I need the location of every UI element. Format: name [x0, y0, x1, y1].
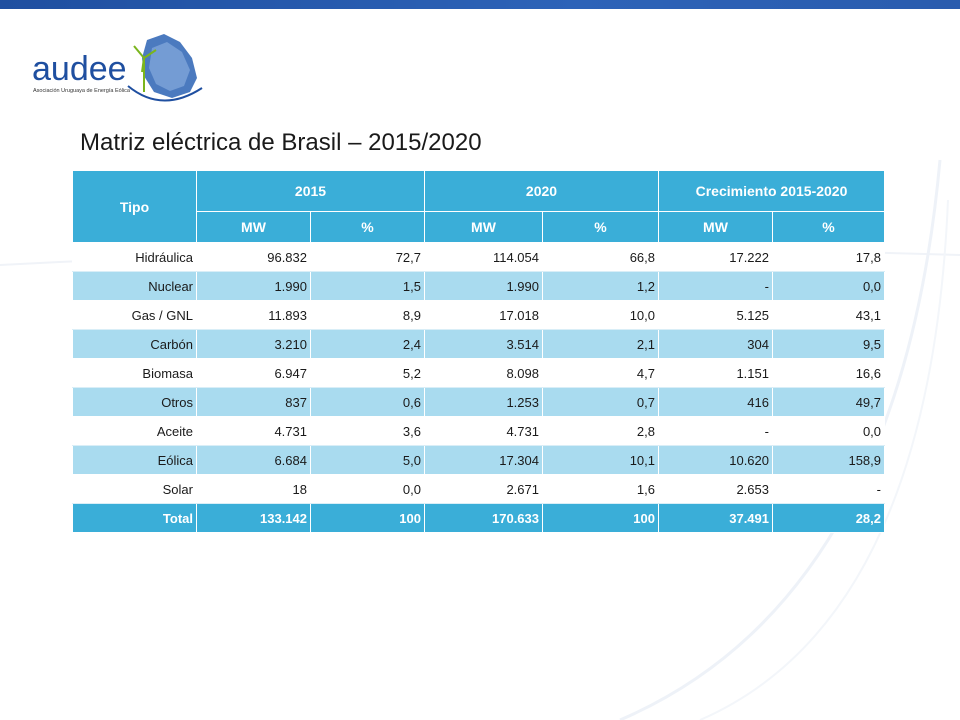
- cell-value: 170.633: [424, 503, 543, 533]
- cell-value: 0,7: [542, 387, 659, 417]
- cell-value: 416: [658, 387, 773, 417]
- subheader-mw: MW: [196, 211, 311, 243]
- cell-value: 6.947: [196, 358, 311, 388]
- table-row: Otros 837 0,6 1.253 0,7 416 49,7: [72, 387, 886, 417]
- cell-value: 5,2: [310, 358, 425, 388]
- cell-value: 4.731: [424, 416, 543, 446]
- header-crecimiento: Crecimiento 2015-2020: [657, 170, 886, 212]
- cell-value: 4,7: [542, 358, 659, 388]
- cell-value: 3.514: [424, 329, 543, 359]
- cell-value: 4.731: [196, 416, 311, 446]
- cell-value: 158,9: [771, 445, 886, 475]
- cell-value: 1,6: [542, 474, 659, 504]
- table-row: Aceite 4.731 3,6 4.731 2,8-0,0: [72, 416, 886, 446]
- top-bar: [0, 0, 960, 9]
- cell-value: 837: [196, 387, 311, 417]
- cell-value: 18: [196, 474, 311, 504]
- cell-value: 1.151: [658, 358, 773, 388]
- cell-value: 0,6: [310, 387, 425, 417]
- cell-value: 43,1: [771, 300, 886, 330]
- cell-value: 2,8: [542, 416, 659, 446]
- cell-tipo: Carbón: [72, 329, 197, 359]
- cell-value: 17,8: [771, 242, 886, 272]
- subheader-pct: %: [542, 211, 659, 243]
- cell-value: 3.210: [196, 329, 311, 359]
- table-row: Nuclear 1.990 1,5 1.990 1,2-0,0: [72, 271, 886, 301]
- cell-value: 8.098: [424, 358, 543, 388]
- cell-tipo: Total: [72, 503, 197, 533]
- cell-value: 1,5: [310, 271, 425, 301]
- cell-value: 0,0: [771, 271, 886, 301]
- cell-value: 8,9: [310, 300, 425, 330]
- logo-text: audee: [32, 50, 127, 88]
- cell-value: 17.304: [424, 445, 543, 475]
- subheader-pct: %: [310, 211, 425, 243]
- cell-value: 72,7: [310, 242, 425, 272]
- cell-tipo: Aceite: [72, 416, 197, 446]
- cell-value: -: [658, 416, 773, 446]
- cell-tipo: Hidráulica: [72, 242, 197, 272]
- logo-subtitle: Asociación Uruguaya de Energía Eólica: [33, 88, 131, 94]
- audee-logo: audee Asociación Uruguaya de Energía Eól…: [32, 28, 207, 108]
- table-row: Gas / GNL 11.893 8,9 17.018 10,0 5.125 43,1: [72, 300, 886, 330]
- cell-value: 1.990: [424, 271, 543, 301]
- cell-value: 133.142: [196, 503, 311, 533]
- cell-value: 5.125: [658, 300, 773, 330]
- cell-value: 1.253: [424, 387, 543, 417]
- total-row: Total 133.142 100 170.633 100 37.491 28,2: [72, 503, 886, 533]
- cell-value: 2.653: [658, 474, 773, 504]
- cell-value: 100: [542, 503, 659, 533]
- cell-value: 16,6: [771, 358, 886, 388]
- cell-value: 114.054: [424, 242, 543, 272]
- cell-value: 2,4: [310, 329, 425, 359]
- cell-value: 49,7: [771, 387, 886, 417]
- cell-tipo: Solar: [72, 474, 197, 504]
- header-tipo: Tipo: [72, 170, 197, 243]
- cell-value: 17.018: [424, 300, 543, 330]
- cell-value: 10,1: [542, 445, 659, 475]
- cell-tipo: Nuclear: [72, 271, 197, 301]
- cell-value: 17.222: [658, 242, 773, 272]
- table-row: Biomasa 6.947 5,2 8.098 4,7 1.151 16,6: [72, 358, 886, 388]
- cell-value: 1.990: [196, 271, 311, 301]
- energy-matrix-table: Tipo 2015 2020 Crecimiento 2015-2020 MW …: [72, 170, 886, 533]
- page-title: Matriz eléctrica de Brasil – 2015/2020: [80, 129, 482, 156]
- cell-value: 11.893: [196, 300, 311, 330]
- cell-value: 9,5: [771, 329, 886, 359]
- cell-value: 2,1: [542, 329, 659, 359]
- cell-tipo: Gas / GNL: [72, 300, 197, 330]
- subheader-mw: MW: [658, 211, 773, 243]
- cell-tipo: Otros: [72, 387, 197, 417]
- cell-value: 0,0: [310, 474, 425, 504]
- wind-turbine-icon: [133, 45, 157, 92]
- cell-value: 10,0: [542, 300, 659, 330]
- cell-tipo: Eólica: [72, 445, 197, 475]
- cell-value: 96.832: [196, 242, 311, 272]
- table-row: Solar 18 0,0 2.671 1,6 2.653-: [72, 474, 886, 504]
- cell-value: 37.491: [658, 503, 773, 533]
- cell-value: 2.671: [424, 474, 543, 504]
- cell-value: -: [658, 271, 773, 301]
- subheader-mw: MW: [424, 211, 543, 243]
- table-row: Hidráulica 96.832 72,7 114.054 66,8 17.222 17,…: [72, 242, 886, 272]
- subheader-pct: %: [771, 211, 886, 243]
- cell-value: 10.620: [658, 445, 773, 475]
- cell-value: 6.684: [196, 445, 311, 475]
- cell-value: 28,2: [771, 503, 886, 533]
- cell-value: 1,2: [542, 271, 659, 301]
- cell-value: 304: [658, 329, 773, 359]
- cell-value: 0,0: [771, 416, 886, 446]
- cell-value: 66,8: [542, 242, 659, 272]
- cell-value: 5,0: [310, 445, 425, 475]
- table-row: Carbón 3.210 2,4 3.514 2,1 304 9,5: [72, 329, 886, 359]
- header-2015: 2015: [196, 170, 425, 212]
- table-row: Eólica 6.684 5,0 17.304 10,1 10.620 158,9: [72, 445, 886, 475]
- uruguay-map-icon: [142, 34, 197, 98]
- cell-value: 100: [310, 503, 425, 533]
- cell-tipo: Biomasa: [72, 358, 197, 388]
- cell-value: 3,6: [310, 416, 425, 446]
- cell-value: -: [771, 474, 886, 504]
- header-2020: 2020: [424, 170, 659, 212]
